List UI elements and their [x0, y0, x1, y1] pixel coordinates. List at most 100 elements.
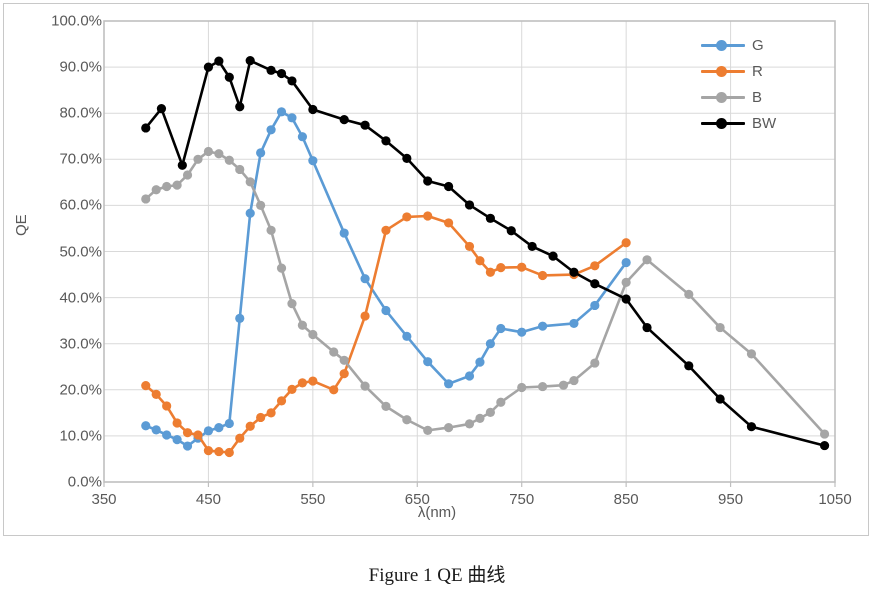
data-point [203, 446, 214, 456]
data-point [590, 261, 600, 271]
y-axis-tick-label: 70.0% [59, 150, 102, 168]
data-point [172, 434, 182, 445]
data-point [339, 115, 349, 125]
data-point [496, 397, 506, 407]
data-point [621, 294, 631, 304]
data-point [151, 185, 161, 195]
data-point [506, 226, 516, 236]
data-point [287, 76, 297, 86]
x-axis-title: λ(nm) [417, 504, 457, 521]
data-point [203, 62, 214, 72]
data-point [444, 181, 454, 192]
plot-border [103, 20, 836, 483]
data-point [423, 425, 433, 435]
data-point [360, 120, 370, 130]
data-point [235, 164, 245, 175]
y-axis-tick-label: 90.0% [59, 58, 102, 76]
data-point [182, 170, 193, 180]
figure-caption: Figure 1 QE 曲线 [368, 565, 506, 586]
data-point [266, 225, 276, 235]
data-point [182, 441, 193, 451]
legend-item-b[interactable]: B [701, 84, 809, 110]
data-point [308, 156, 318, 166]
data-point [464, 371, 475, 381]
data-point [297, 320, 308, 330]
data-point [329, 347, 339, 357]
data-point [715, 394, 725, 404]
data-point [715, 322, 725, 333]
data-point [485, 267, 495, 277]
legend-marker-icon [701, 63, 745, 79]
data-point [819, 429, 830, 439]
data-point [475, 256, 485, 266]
data-point [538, 381, 548, 392]
data-point [423, 357, 433, 367]
data-point [287, 384, 297, 394]
y-axis-tick-labels: 0.0% 10.0% 20.0% 30.0% 40.0% 50.0% 60.0% 70.0% 8… [10, 4, 102, 537]
data-point [485, 213, 495, 223]
data-point [172, 418, 182, 428]
legend-item-label: R [752, 62, 763, 80]
x-axis-tick-label: 650 [404, 491, 430, 508]
data-point [464, 200, 475, 210]
data-point [256, 412, 266, 423]
data-point [308, 329, 318, 340]
legend-marker-icon [701, 89, 745, 105]
data-point [245, 208, 255, 218]
data-point [308, 376, 318, 386]
data-point [339, 355, 349, 365]
data-point [621, 238, 631, 248]
data-point [444, 423, 454, 433]
data-point [621, 257, 631, 268]
data-point [203, 146, 214, 157]
data-point [517, 262, 527, 272]
y-axis-tick-label: 30.0% [59, 335, 102, 353]
data-point [746, 422, 757, 432]
data-point [235, 102, 245, 112]
data-point [642, 255, 652, 265]
legend-marker-icon [701, 115, 745, 131]
legend-item-bw[interactable]: BW [701, 110, 809, 136]
data-point [141, 123, 151, 133]
data-point [590, 358, 600, 368]
data-point [402, 415, 412, 425]
data-point [276, 263, 287, 273]
data-point [485, 407, 495, 417]
x-axis-tick-label: 1050 [818, 491, 852, 508]
data-point [621, 277, 631, 287]
data-point [245, 421, 255, 431]
data-point [308, 104, 318, 115]
data-point [141, 381, 151, 391]
data-point [381, 225, 391, 235]
data-point [162, 181, 172, 192]
data-point [569, 375, 579, 386]
data-point [287, 298, 297, 309]
y-axis-tick-label: 80.0% [59, 104, 102, 122]
data-point [266, 408, 276, 418]
data-point [485, 339, 495, 349]
x-axis-tick-label: 850 [613, 491, 639, 508]
y-axis-tick-label: 40.0% [59, 289, 102, 307]
data-point [444, 379, 454, 389]
data-point [235, 313, 245, 323]
data-point [569, 318, 579, 329]
qe-curve-chart: 0.0% 10.0% 20.0% 30.0% 40.0% 50.0% 60.0% 70.0% 8… [4, 4, 870, 537]
data-point [538, 321, 548, 331]
data-point [224, 418, 234, 429]
legend-item-g[interactable]: G [701, 32, 809, 58]
data-point [381, 136, 391, 146]
legend-marker-icon [701, 37, 745, 53]
data-point [423, 176, 433, 186]
data-point [402, 153, 412, 163]
data-point [266, 125, 276, 135]
data-point [360, 311, 370, 321]
data-point [684, 289, 694, 299]
x-axis-tick-label: 450 [195, 491, 221, 508]
data-point [245, 177, 255, 187]
legend-item-r[interactable]: R [701, 58, 809, 84]
y-axis-tick-label: 50.0% [59, 243, 102, 260]
data-point [256, 200, 266, 210]
data-point [276, 396, 287, 406]
data-point [329, 385, 339, 395]
data-point [276, 68, 287, 79]
